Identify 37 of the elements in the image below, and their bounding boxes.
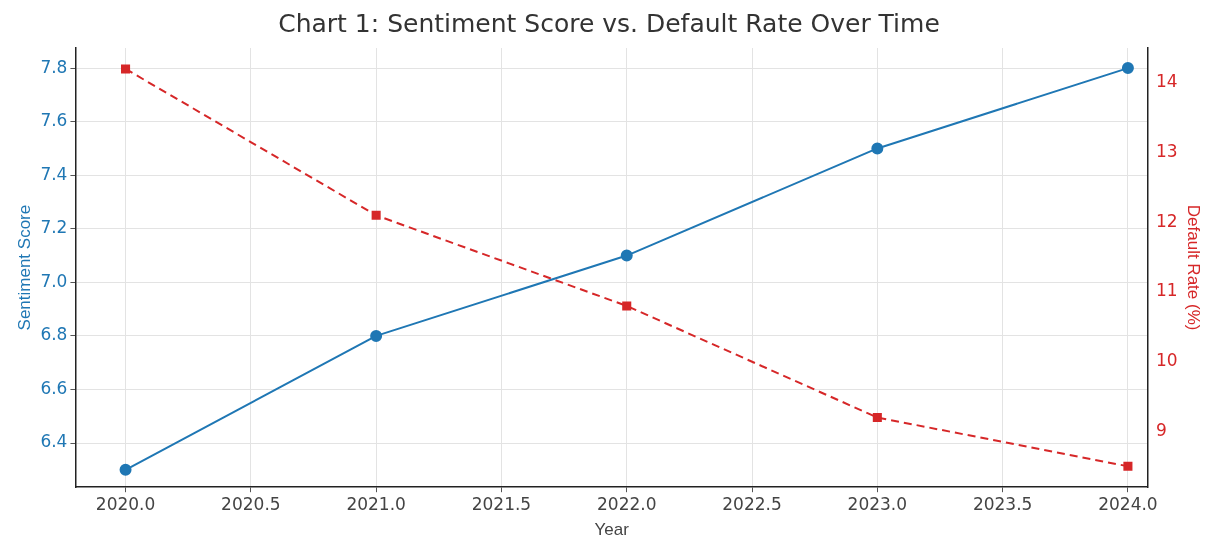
- point: [622, 301, 632, 311]
- point: [871, 142, 884, 155]
- x-tick-label: 2021.5: [471, 493, 532, 514]
- point: [620, 249, 633, 262]
- x-axis-title: Year: [594, 520, 630, 540]
- chart-title: Chart 1: Sentiment Score vs. Default Rate Over Time: [278, 8, 940, 38]
- x-tick-label: 2022.5: [722, 493, 782, 514]
- y-tick-label: 7.4: [40, 163, 68, 184]
- y-tick-label: 6.8: [40, 324, 68, 345]
- y2-tick-label: 10: [1155, 350, 1178, 371]
- y2-tick-label: 9: [1155, 419, 1167, 440]
- x-tick-label: 2024.0: [1098, 493, 1158, 514]
- y-tick-label: 6.4: [40, 431, 68, 452]
- y2-tick-label: 14: [1155, 71, 1178, 92]
- point: [370, 329, 383, 342]
- point: [371, 210, 381, 220]
- point: [872, 412, 882, 423]
- y-tick-label: 7.6: [40, 110, 68, 131]
- point: [1123, 461, 1133, 471]
- x-tick-label: 2020.5: [221, 493, 281, 514]
- x-tick-label: 2022.0: [597, 493, 657, 514]
- y-tick-label: 6.6: [40, 377, 68, 398]
- x-tick-label: 2020.0: [95, 493, 156, 514]
- x-tick-label: 2021.0: [346, 493, 406, 514]
- y2-tick-label: 11: [1155, 280, 1178, 301]
- y-axis-title: Sentiment Score: [14, 204, 34, 331]
- y2-tick-label: 12: [1155, 210, 1178, 231]
- point: [1121, 62, 1134, 75]
- x-tick-label: 2023.0: [847, 493, 908, 514]
- y2-axis-title: Default Rate (%): [1184, 204, 1204, 331]
- x-tick-label: 2023.5: [972, 493, 1033, 514]
- point: [119, 463, 132, 476]
- y-tick-label: 7.0: [40, 270, 68, 291]
- point: [121, 64, 131, 74]
- y-tick-label: 7.2: [40, 217, 68, 238]
- y2-tick-label: 13: [1155, 140, 1178, 161]
- y-tick-label: 7.8: [40, 56, 68, 77]
